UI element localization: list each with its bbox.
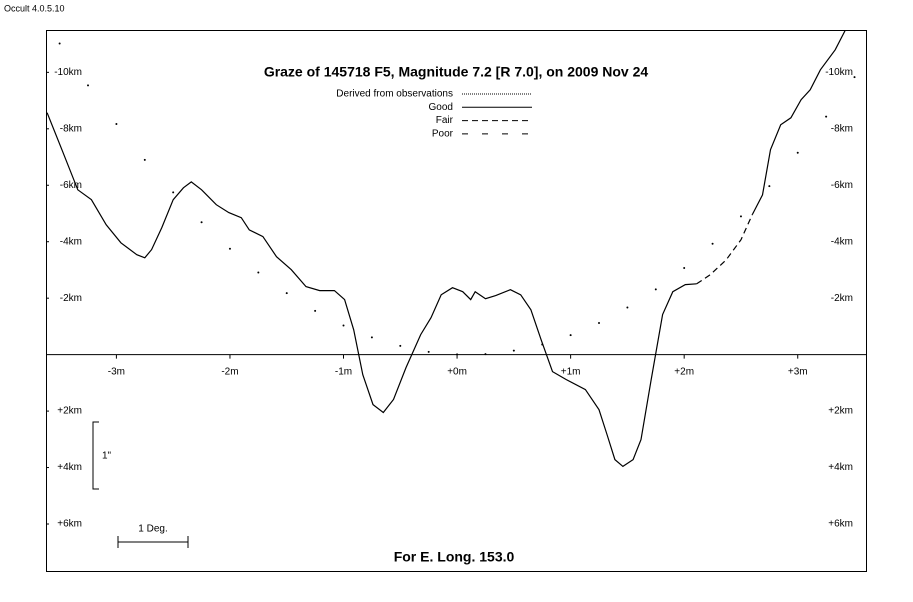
y-tick-label: +6km (57, 519, 82, 530)
limit-dot (58, 42, 61, 45)
y-tick-label-right: -2km (831, 293, 853, 304)
limit-dot (314, 309, 317, 312)
y-tick-label-right: +2km (828, 406, 853, 417)
chart-title: Graze of 145718 F5, Magnitude 7.2 [R 7.0… (264, 64, 649, 80)
limit-dot (541, 343, 544, 346)
y-tick-label: -8km (60, 123, 82, 134)
footer: For E. Long. 153.0 (394, 549, 515, 565)
limit-dot (399, 344, 402, 347)
limit-dot (370, 336, 373, 339)
limit-dot (200, 221, 203, 224)
y-tick-label: +2km (57, 406, 82, 417)
legend-label: Good (429, 102, 453, 113)
limit-dot (654, 288, 657, 291)
limit-dot (569, 334, 572, 337)
x-tick-label: -2m (221, 366, 238, 377)
limit-dot (285, 292, 288, 295)
scale-label: 1 Deg. (138, 524, 167, 535)
limit-dot (228, 247, 231, 250)
limit-dot (825, 115, 828, 118)
y-tick-label-right: -4km (831, 236, 853, 247)
legend-label: Fair (436, 115, 454, 126)
y-tick-label-right: -8km (831, 123, 853, 134)
x-tick-label: +2m (674, 366, 694, 377)
plot-frame (46, 30, 867, 572)
limit-dot (739, 215, 742, 218)
limit-dot (796, 151, 799, 154)
y-tick-label-right: +6km (828, 519, 853, 530)
y-tick-label-right: -6km (831, 180, 853, 191)
limit-dot (512, 349, 515, 352)
scale-label: 1" (102, 451, 112, 462)
limit-dot (853, 76, 856, 79)
y-tick-label: -6km (60, 180, 82, 191)
limit-dot (342, 324, 345, 327)
legend-label: Derived from observations (336, 89, 453, 100)
y-tick-label: -4km (60, 236, 82, 247)
y-tick-label-right: +4km (828, 462, 853, 473)
limit-dot (427, 350, 430, 353)
limit-dot (626, 306, 629, 309)
profile-line (46, 30, 846, 468)
profile-line (696, 214, 753, 285)
limit-dot (711, 242, 714, 245)
x-tick-label: +0m (447, 366, 467, 377)
app-label: Occult 4.0.5.10 (4, 3, 65, 13)
limit-dot (768, 185, 771, 188)
limit-dot (87, 84, 90, 87)
limit-dot (683, 266, 686, 269)
x-tick-label: -1m (335, 366, 352, 377)
scale-bar-vertical (92, 421, 99, 490)
legend-label: Poor (432, 129, 454, 140)
limit-dot (598, 322, 601, 325)
x-tick-label: +1m (561, 366, 581, 377)
limit-dot (257, 271, 260, 274)
plot-area (46, 30, 856, 468)
x-tick-label: -3m (108, 366, 125, 377)
limit-dot (143, 158, 146, 161)
y-tick-label: -2km (60, 293, 82, 304)
y-tick-label: +4km (57, 462, 82, 473)
x-tick-label: +3m (788, 366, 808, 377)
y-tick-label: -10km (54, 67, 82, 78)
scale-bar-horizontal (117, 536, 189, 548)
limit-dot (172, 191, 175, 194)
y-tick-label-right: -10km (825, 67, 853, 78)
limit-dot (115, 123, 118, 126)
